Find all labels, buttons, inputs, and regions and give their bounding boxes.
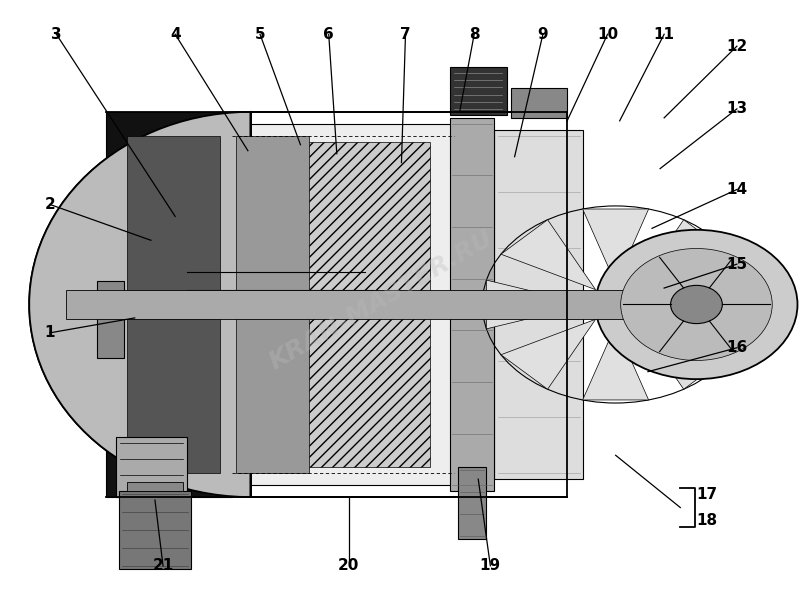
Polygon shape <box>636 319 731 389</box>
Bar <box>97 281 124 358</box>
Text: 13: 13 <box>727 101 748 116</box>
Text: 16: 16 <box>726 340 748 355</box>
Text: 5: 5 <box>255 27 265 42</box>
Polygon shape <box>29 112 251 497</box>
Bar <box>127 482 183 491</box>
Bar <box>236 136 308 473</box>
Text: 11: 11 <box>654 27 675 42</box>
Bar <box>66 290 713 319</box>
Bar <box>116 437 187 497</box>
Circle shape <box>595 230 797 379</box>
Text: 18: 18 <box>697 514 718 529</box>
Polygon shape <box>644 280 744 329</box>
Text: KRAN-MASTER.RU: KRAN-MASTER.RU <box>265 226 497 374</box>
Circle shape <box>620 248 772 361</box>
Text: 12: 12 <box>726 38 748 53</box>
Text: 1: 1 <box>45 325 55 340</box>
Text: 17: 17 <box>697 487 718 502</box>
Polygon shape <box>501 220 595 290</box>
Text: 8: 8 <box>469 27 479 42</box>
Bar <box>232 124 454 485</box>
Polygon shape <box>487 280 587 329</box>
Text: 20: 20 <box>338 558 359 573</box>
Bar <box>495 130 583 479</box>
Bar <box>450 67 507 115</box>
Text: 14: 14 <box>727 182 748 197</box>
Bar <box>106 112 232 497</box>
Text: 19: 19 <box>480 558 501 573</box>
Text: 10: 10 <box>597 27 618 42</box>
Bar <box>458 467 487 539</box>
Text: 3: 3 <box>51 27 62 42</box>
Text: 6: 6 <box>324 27 334 42</box>
Bar <box>450 118 495 491</box>
Bar <box>127 136 220 473</box>
Text: 15: 15 <box>727 257 748 272</box>
Bar <box>252 142 430 467</box>
Circle shape <box>671 286 723 323</box>
Text: 9: 9 <box>538 27 548 42</box>
Polygon shape <box>501 319 595 389</box>
Polygon shape <box>582 325 649 400</box>
Bar <box>511 88 567 118</box>
Text: 2: 2 <box>45 197 55 212</box>
Bar <box>118 491 191 569</box>
Polygon shape <box>636 220 731 290</box>
Text: 4: 4 <box>169 27 181 42</box>
Text: 7: 7 <box>400 27 411 42</box>
Polygon shape <box>582 209 649 284</box>
Text: 21: 21 <box>152 558 174 573</box>
